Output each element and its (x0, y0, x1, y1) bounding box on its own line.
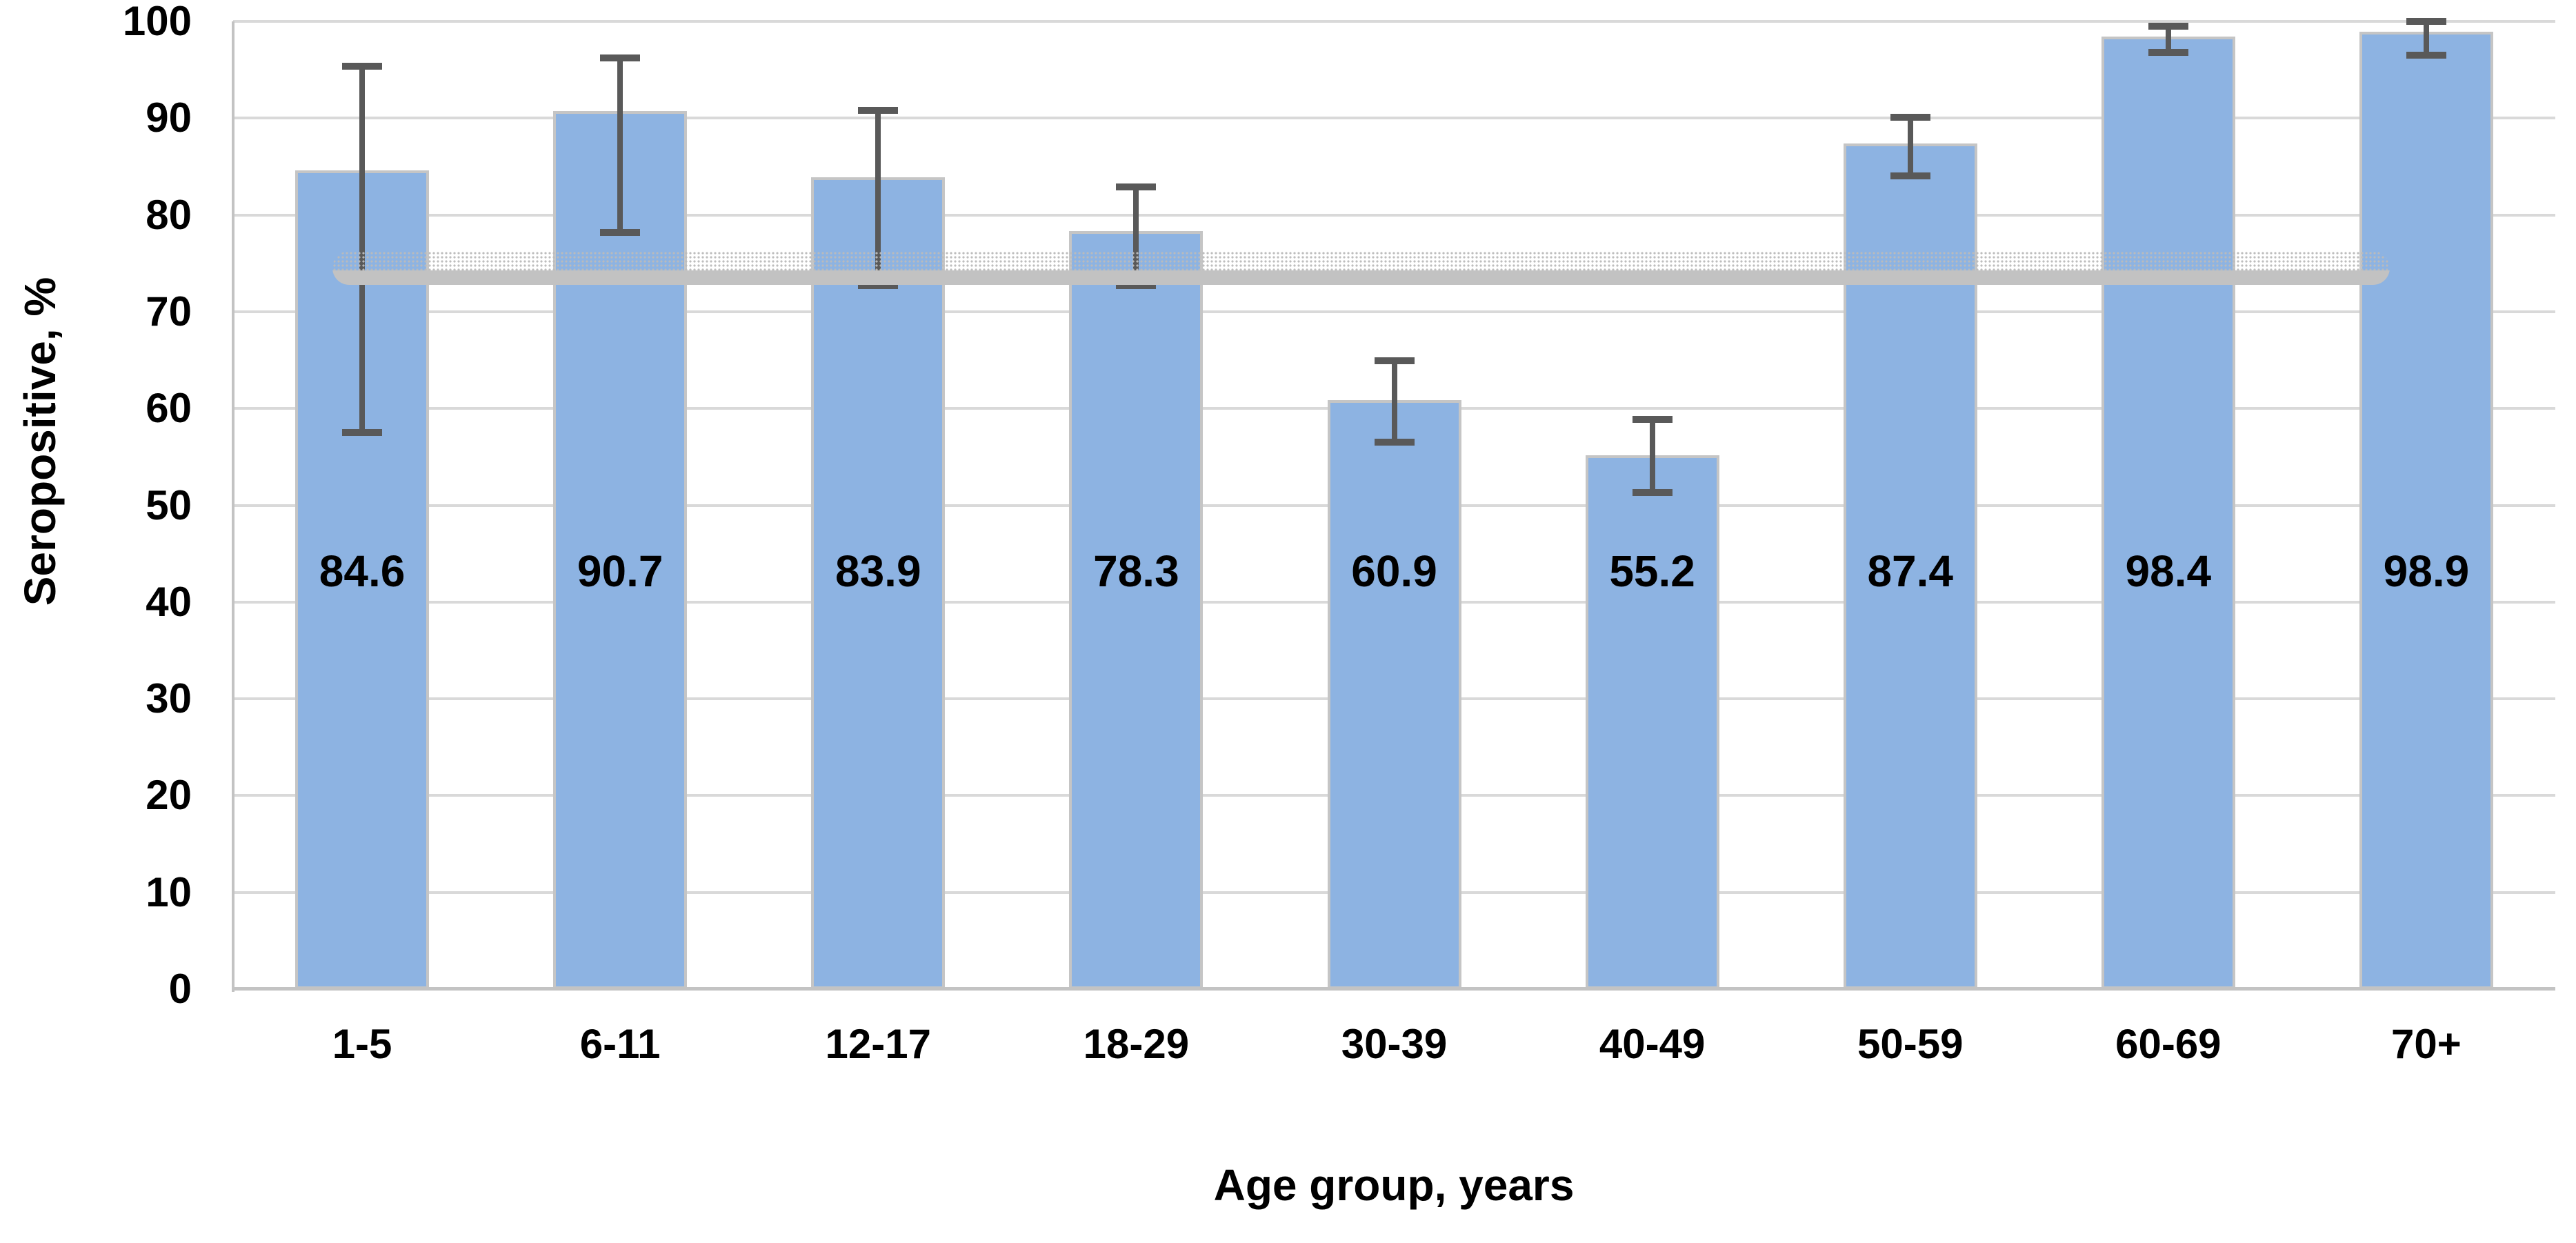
error-bar (1133, 186, 1139, 286)
x-category-label: 30-39 (1341, 1021, 1448, 1067)
y-tick-label: 30 (146, 675, 192, 722)
gridline (233, 310, 2555, 313)
bar-value-label: 83.9 (835, 546, 921, 596)
error-bar-cap (1116, 282, 1157, 290)
error-bar (617, 58, 623, 232)
error-bar-cap (342, 429, 383, 437)
gridline (233, 20, 2555, 23)
x-axis-title: Age group, years (1213, 1160, 1575, 1210)
x-category-label: 60-69 (2115, 1021, 2221, 1067)
error-bar (875, 110, 881, 286)
y-tick-label: 50 (146, 481, 192, 528)
gridline (233, 213, 2555, 217)
x-category-label: 1-5 (332, 1021, 392, 1067)
error-bar-cap (342, 62, 383, 70)
bar-value-label: 55.2 (1609, 546, 1695, 596)
x-category-label: 70+ (2391, 1021, 2462, 1067)
x-category-label: 12-17 (825, 1021, 931, 1067)
error-bar-cap (600, 54, 641, 62)
bar-value-label: 87.4 (1867, 546, 1953, 596)
bar-value-label: 98.4 (2125, 546, 2212, 596)
y-axis-line (232, 21, 234, 992)
error-bar (1649, 419, 1655, 493)
bar (1585, 455, 1719, 989)
error-bar-cap (1632, 415, 1673, 423)
error-bar (2165, 26, 2171, 52)
error-bar-cap (2406, 52, 2446, 59)
bar (811, 177, 946, 989)
reference-band-dotted-area (332, 250, 2390, 270)
error-bar-cap (1890, 172, 1930, 180)
gridline (233, 117, 2555, 120)
x-axis-line (233, 987, 2555, 991)
bar-value-label: 84.6 (319, 546, 406, 596)
bar (1327, 399, 1461, 989)
bar (2101, 37, 2235, 989)
y-tick-label: 60 (146, 385, 192, 432)
x-category-label: 18-29 (1083, 1021, 1190, 1067)
x-category-label: 40-49 (1599, 1021, 1706, 1067)
y-tick-label: 40 (146, 578, 192, 625)
error-bar-cap (1374, 439, 1415, 446)
y-tick-label: 90 (146, 95, 192, 141)
error-bar-cap (858, 107, 899, 115)
bar-value-label: 60.9 (1351, 546, 1437, 596)
error-bar-cap (2406, 18, 2446, 25)
y-tick-label: 100 (122, 0, 192, 44)
y-tick-label: 20 (146, 772, 192, 819)
y-tick-label: 10 (146, 868, 192, 915)
error-bar-cap (1632, 489, 1673, 497)
error-bar (1391, 361, 1397, 443)
bar-value-label: 78.3 (1093, 546, 1179, 596)
y-tick-label: 70 (146, 288, 192, 335)
error-bar-cap (1374, 357, 1415, 365)
reference-band (332, 250, 2390, 285)
error-bar-cap (1890, 113, 1930, 121)
x-category-label: 6-11 (579, 1021, 661, 1067)
error-bar (2423, 21, 2429, 56)
y-tick-label: 80 (146, 191, 192, 238)
error-bar (1907, 117, 1913, 177)
error-bar-cap (600, 228, 641, 236)
error-bar-cap (858, 282, 899, 290)
error-bar (359, 66, 366, 433)
reference-band-solid-area (332, 270, 2390, 285)
error-bar-cap (2148, 48, 2188, 56)
error-bar-cap (2148, 23, 2188, 30)
bar-value-label: 90.7 (577, 546, 663, 596)
bar-value-label: 98.9 (2383, 546, 2470, 596)
plot-area: 84.6 90.7 83.9 78.3 60.9 55.2 87.4 98.4 98.9 (233, 18, 2555, 991)
error-bar-cap (1116, 183, 1157, 190)
x-category-label: 50-59 (1857, 1021, 1964, 1067)
bar (1069, 231, 1204, 989)
y-tick-label: 0 (168, 966, 192, 1012)
bar (2359, 32, 2493, 989)
